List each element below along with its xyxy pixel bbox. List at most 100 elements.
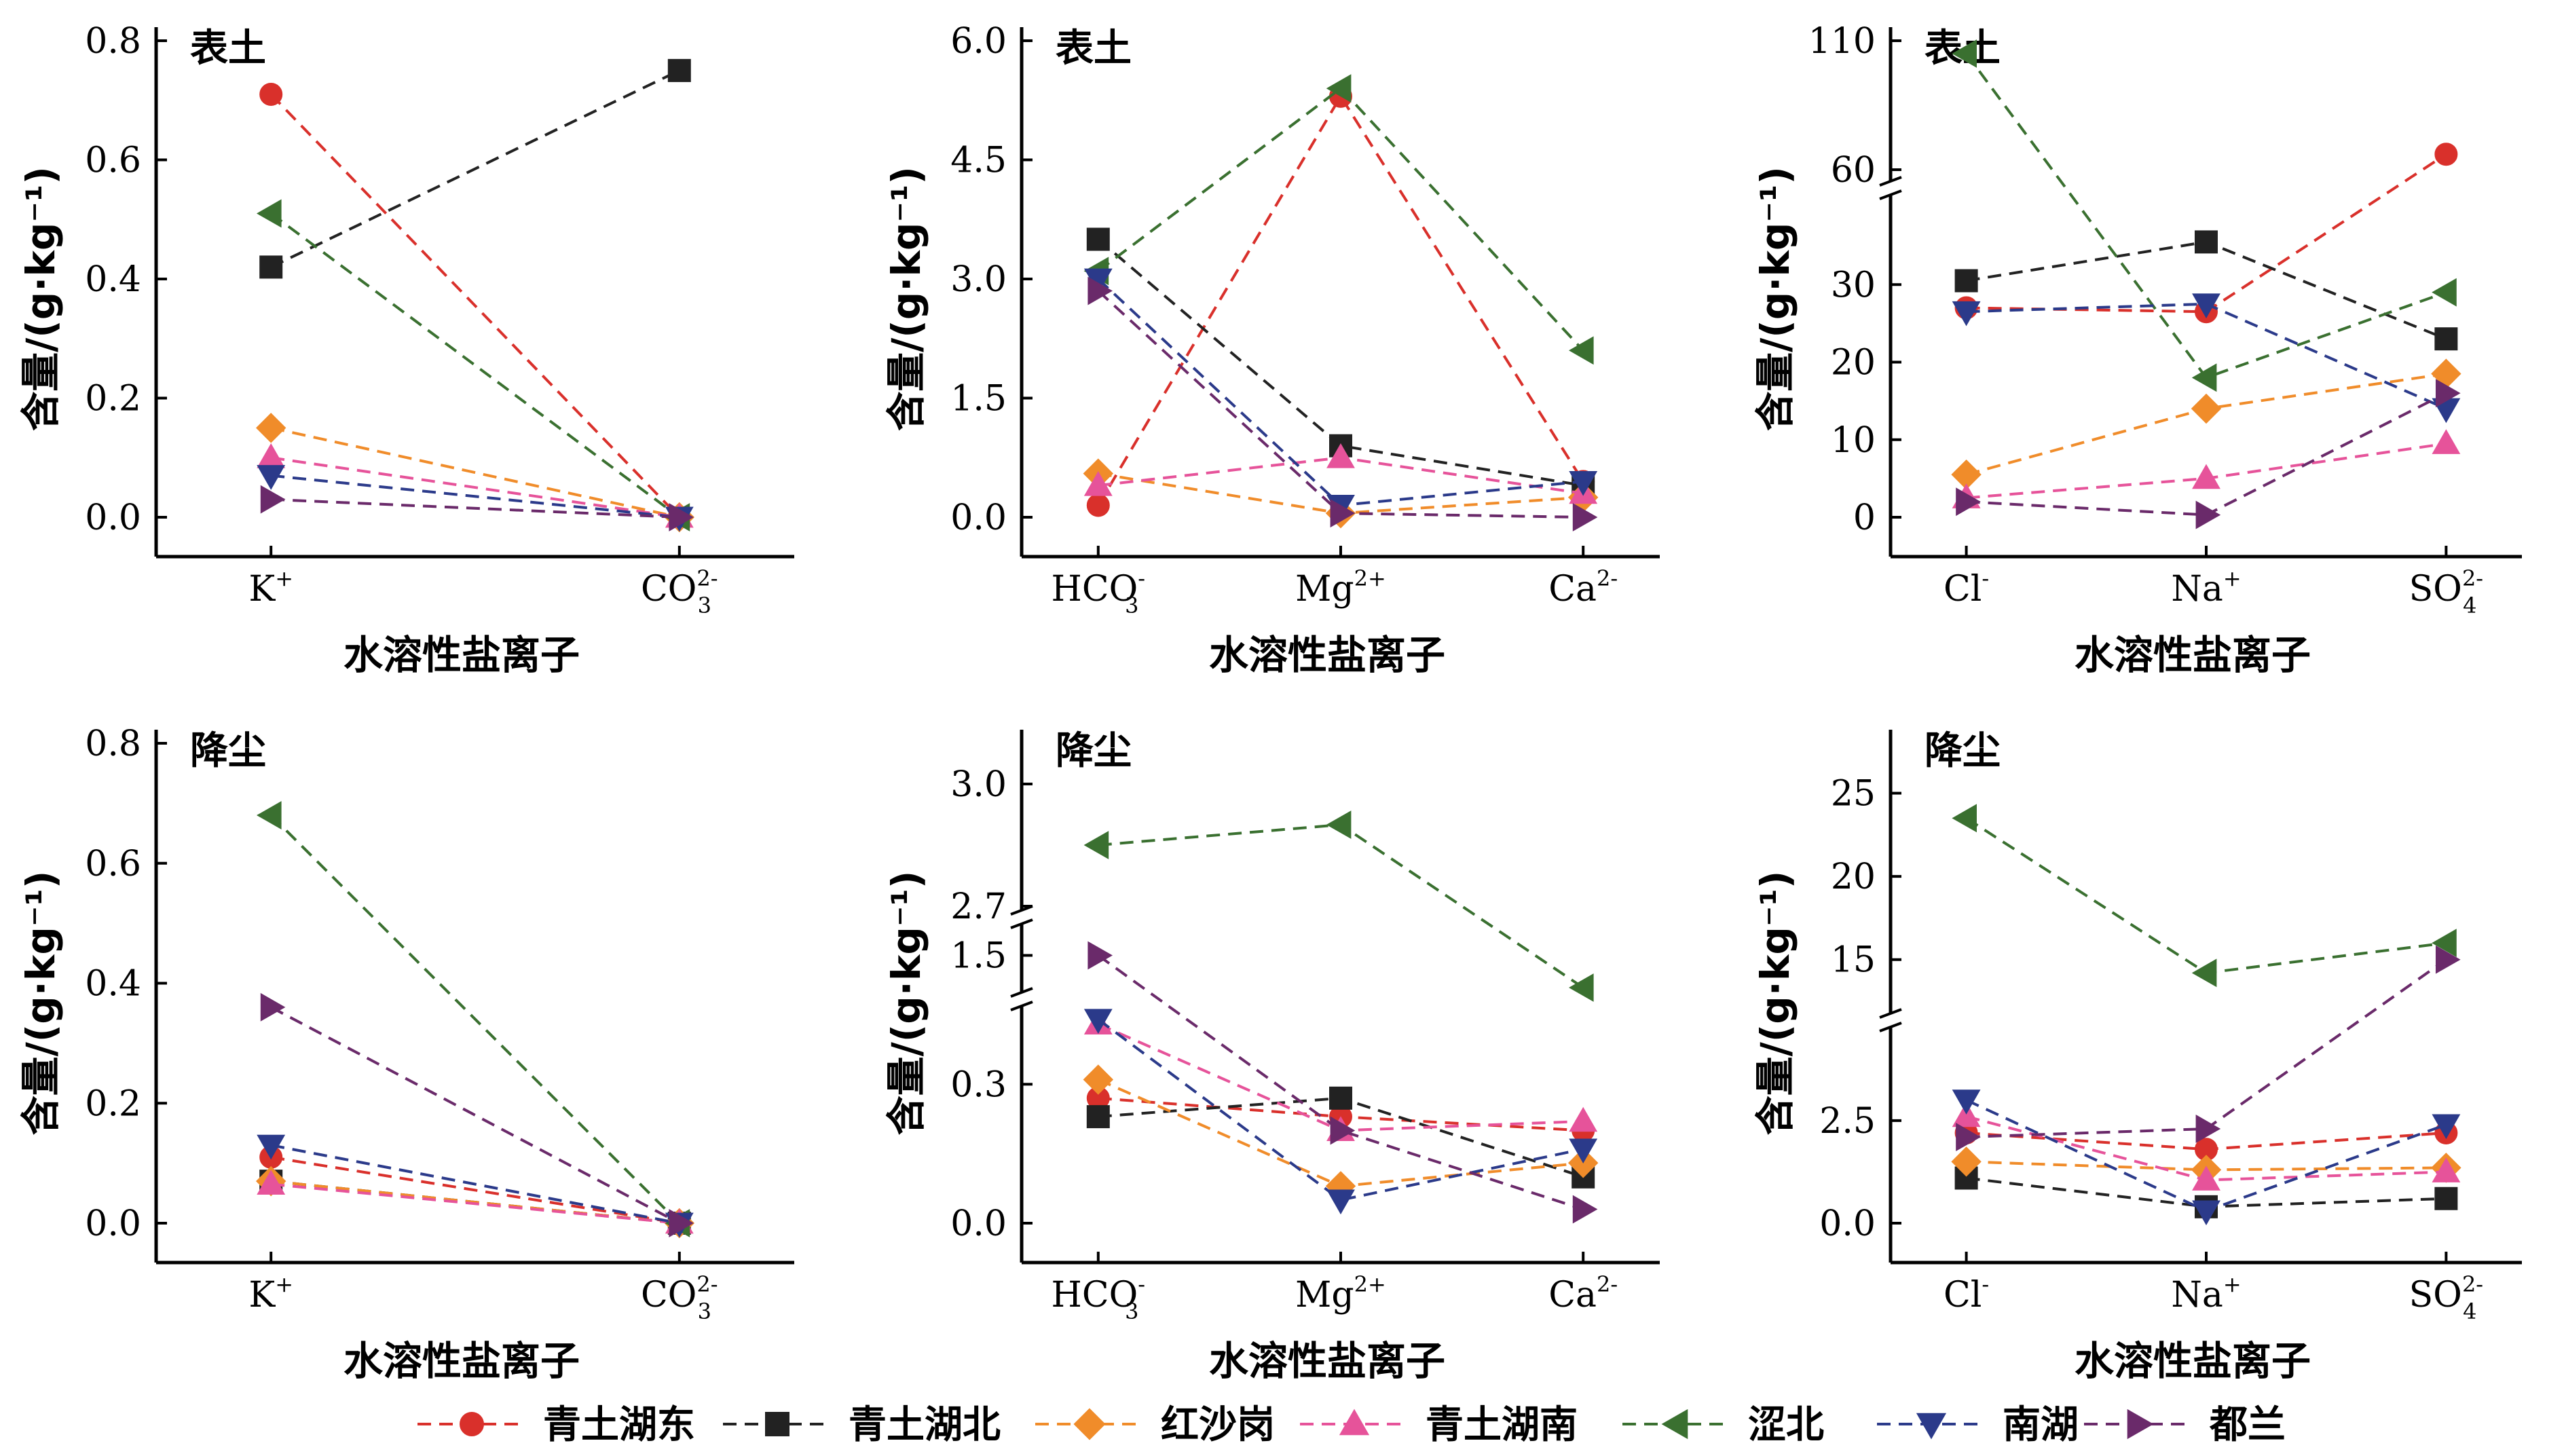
y-tick-label: 0.0	[85, 1203, 141, 1244]
series-line	[1965, 817, 2447, 975]
data-point	[257, 443, 286, 468]
data-point	[2192, 1200, 2220, 1226]
chart-panel-2: 0.0 1.5 3.0 4.5 6.0 HCO-3 Mg2+ Ca2- 水溶性盐离子 含量/(g·…	[883, 21, 1660, 678]
data-point	[1952, 39, 1977, 68]
series-5	[256, 801, 690, 1237]
legend-item-2: 青土湖北	[723, 1403, 1001, 1447]
series-1	[259, 82, 691, 529]
x-axis-title: 水溶性盐离子	[1209, 632, 1445, 678]
data-point	[256, 199, 282, 228]
series-6	[1952, 293, 2461, 424]
y-tick-label: 60	[1831, 150, 1876, 191]
series-line	[1097, 94, 1584, 506]
data-point	[1954, 269, 1978, 293]
data-point	[2195, 500, 2221, 529]
y-tick-label: 2.5	[1819, 1101, 1876, 1142]
data-point	[1330, 1116, 1356, 1145]
data-point	[2434, 143, 2458, 166]
data-point	[260, 485, 286, 514]
x-tick-label: Na+	[2171, 1271, 2241, 1315]
data-point	[1083, 470, 1113, 496]
data-point	[1086, 227, 1110, 251]
series-line	[270, 1155, 680, 1225]
series-line	[270, 212, 680, 519]
series-line	[1098, 823, 1584, 989]
series-line	[1097, 238, 1584, 487]
series-7	[260, 992, 694, 1237]
legend-label: 青土湖东	[543, 1403, 695, 1447]
y-tick-label: 1.5	[950, 936, 1007, 977]
legend-item-4: 青土湖南	[1300, 1403, 1578, 1447]
data-point	[2192, 464, 2220, 489]
data-point	[255, 413, 286, 443]
legend-marker	[1339, 1408, 1370, 1436]
legend-marker	[460, 1412, 484, 1436]
legend-marker	[1073, 1408, 1106, 1440]
x-tick-label: HCO-3	[1052, 1271, 1146, 1324]
y-tick-label: 10	[1831, 420, 1876, 461]
x-tick-label: K+	[248, 565, 293, 610]
series-7	[1087, 276, 1598, 531]
series-line	[1097, 1018, 1584, 1202]
y-axis-title: 含量/(g·kg⁻¹)	[18, 166, 64, 431]
series-line	[269, 814, 681, 1225]
legend-marker	[2127, 1408, 2154, 1440]
chart-panel-5: 0.0 0.3 1.5 2.7 3.0 HCO-3 Mg2+ Ca2- 水溶性盐离子 含量/(g·…	[883, 729, 1660, 1384]
series-5	[1083, 810, 1594, 1002]
axis-break-mark	[1879, 176, 1902, 187]
series-line	[271, 1182, 680, 1225]
y-tick-label: 0.8	[85, 724, 141, 764]
data-point	[259, 255, 283, 279]
data-point	[1569, 470, 1598, 496]
y-tick-label: 0	[1853, 498, 1876, 538]
data-point	[2436, 379, 2461, 408]
series-line	[1966, 240, 2447, 341]
legend: 青土湖东 青土湖北 红沙岗 青土湖南 涩北 南湖 都兰	[417, 1403, 2286, 1447]
legend-label: 南湖	[2003, 1403, 2079, 1447]
series-line	[270, 456, 680, 519]
series-6	[1083, 1009, 1598, 1215]
data-point	[1326, 74, 1352, 103]
data-point	[2436, 945, 2461, 974]
series-5	[1083, 74, 1594, 365]
x-axis-title: 水溶性盐离子	[343, 632, 580, 678]
y-tick-label: 0.0	[1819, 1203, 1876, 1244]
data-point	[1083, 831, 1109, 859]
data-point	[2434, 327, 2458, 351]
data-point	[259, 82, 283, 106]
x-tick-label: CO2-3	[641, 1271, 718, 1324]
data-point	[669, 503, 694, 531]
series-4	[1952, 1102, 2461, 1191]
x-tick-label: Mg2+	[1295, 565, 1386, 610]
data-point	[1569, 1138, 1598, 1164]
series-7	[1956, 379, 2461, 529]
chart-panel-6: 0.0 2.5 15 20 25 Cl- Na+ SO2-4 水溶性盐离子 含量/(g·kg⁻¹)…	[1752, 729, 2522, 1384]
y-tick-label: 3.0	[950, 259, 1007, 300]
y-tick-label: 15	[1831, 940, 1876, 981]
series-7	[260, 485, 694, 531]
series-5	[1952, 804, 2457, 988]
series-6	[1083, 268, 1598, 520]
y-axis-title: 含量/(g·kg⁻¹)	[1752, 871, 1798, 1136]
series-line	[270, 1144, 680, 1225]
chart-panel-1: 0.0 0.2 0.4 0.6 0.8 K+ CO2-3 水溶性盐离子 含量/(g·kg⁻¹) 表…	[18, 21, 794, 678]
panel-label: 降尘	[190, 729, 266, 773]
y-tick-label: 110	[1808, 21, 1876, 62]
series-line	[1097, 954, 1584, 1211]
x-tick-label: K+	[248, 1271, 293, 1315]
data-point	[2195, 1115, 2221, 1143]
data-point	[1952, 804, 1977, 833]
data-point	[256, 801, 282, 829]
series-line	[270, 426, 680, 519]
y-tick-label: 0.0	[85, 498, 141, 538]
panel-label: 表土	[1056, 26, 1132, 71]
series-7	[1956, 945, 2461, 1151]
legend-label: 青土湖北	[849, 1403, 1001, 1447]
data-point	[2191, 958, 2217, 988]
y-tick-label: 0.6	[85, 844, 141, 884]
data-point	[1952, 1089, 1981, 1115]
data-point	[1326, 1189, 1355, 1215]
series-2	[259, 58, 691, 279]
chart-panel-3: 0 10 20 30 60 110 Cl- Na+ SO2-4 水溶性盐离子 含量/(g·kg⁻¹)…	[1752, 21, 2522, 678]
series-line	[271, 498, 680, 519]
